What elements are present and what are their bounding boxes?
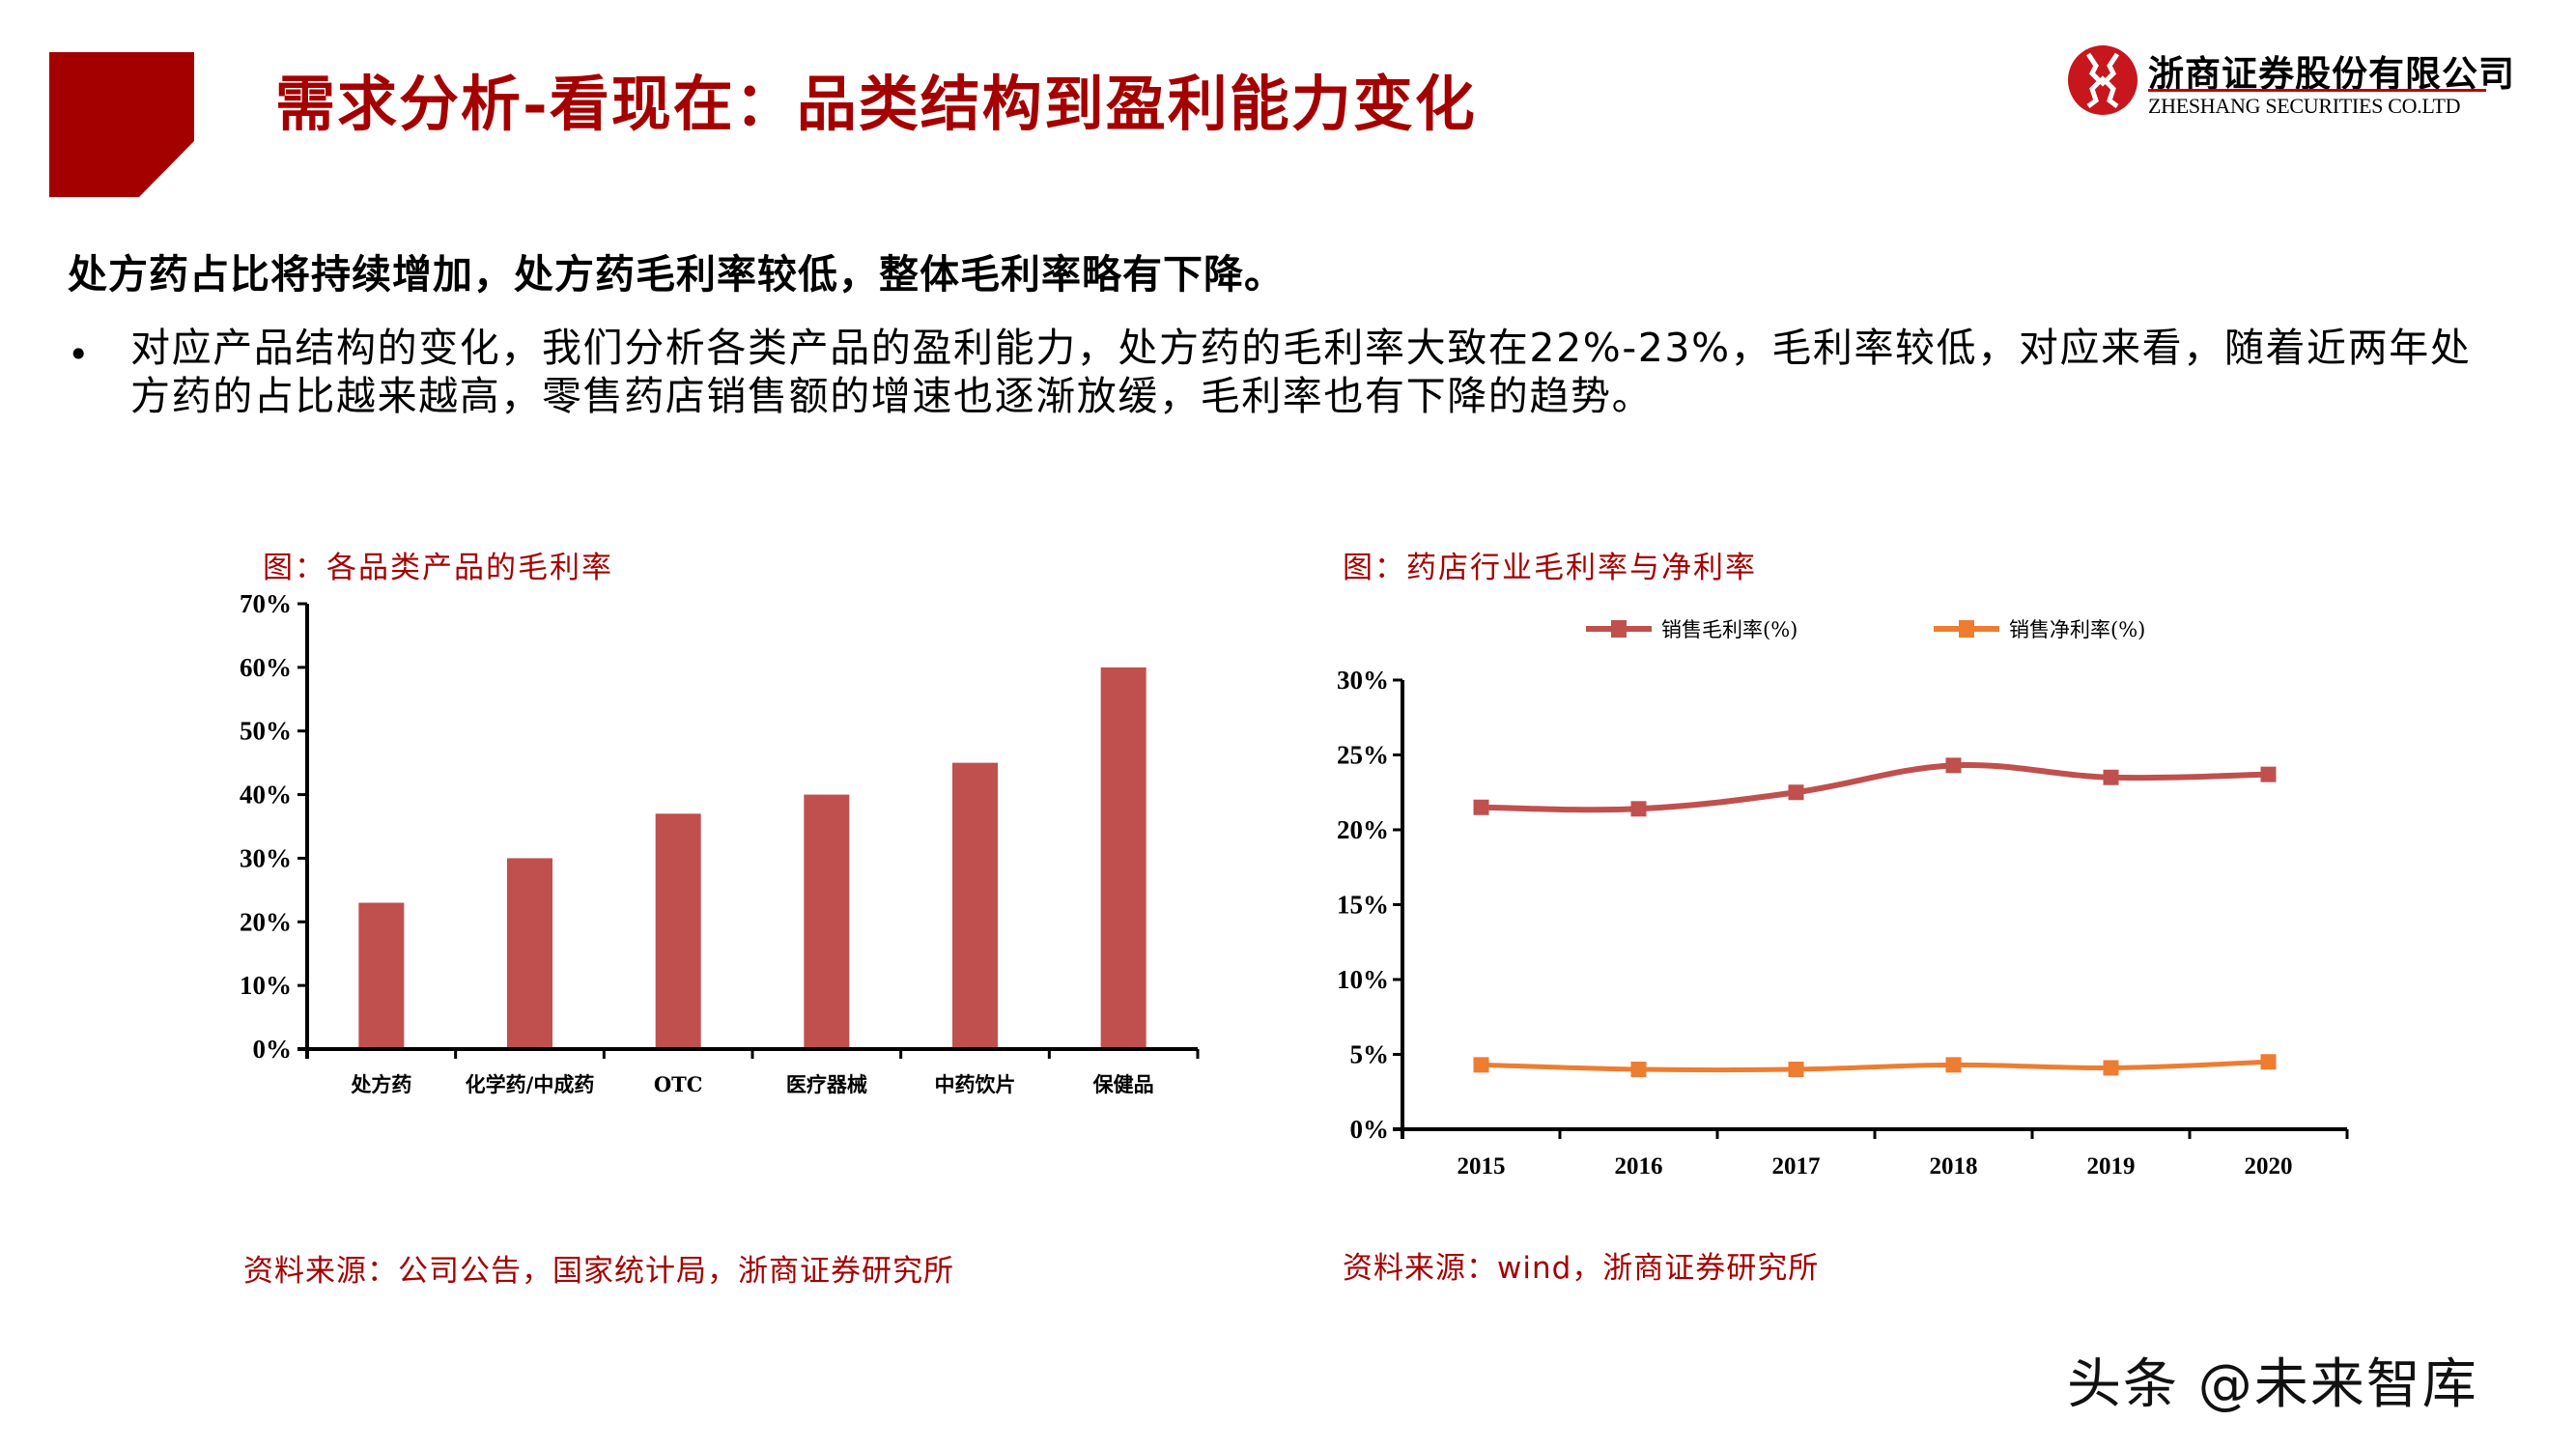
watermark: 头条 @未来智库: [2067, 1353, 2478, 1416]
data-point-marker: [2260, 766, 2277, 782]
y-tick-label: 0%: [1350, 1115, 1390, 1144]
data-point-marker: [1788, 784, 1804, 801]
data-point-marker: [1945, 757, 1962, 774]
logo-name-cn: 浙商证券股份有限公司: [2148, 52, 2515, 95]
legend-item-gross-margin: 销售毛利率(%): [1584, 612, 1932, 645]
bullet-marker: •: [68, 333, 90, 376]
y-tick-label: 5%: [1350, 1040, 1390, 1069]
line-chart-legend: 销售毛利率(%) 销售净利率(%): [1584, 612, 2260, 645]
bar: [507, 858, 552, 1047]
x-category-label: OTC: [654, 1072, 703, 1096]
x-tick-label: 2016: [1615, 1153, 1663, 1179]
bar: [952, 762, 998, 1047]
x-tick-label: 2015: [1458, 1153, 1506, 1179]
x-tick-label: 2017: [1772, 1153, 1821, 1179]
legend-label: 销售净利率(%): [2009, 618, 2146, 641]
data-point-marker: [1473, 1057, 1489, 1073]
logo-name-en: ZHESHANG SECURITIES CO.LTD: [2148, 94, 2461, 118]
left-chart-caption: 图：各品类产品的毛利率: [263, 551, 613, 585]
data-point-marker: [2260, 1054, 2277, 1070]
data-point-marker: [1630, 801, 1647, 817]
x-category-label: 化学药/中成药: [466, 1072, 595, 1096]
y-tick-label: 10%: [240, 971, 292, 1000]
bar-chart-gross-margin-by-category: 0% 10% 20% 30% 40% 50% 60% 70% 处方药 化学药/中成药 OTC 医疗器械…: [240, 589, 1200, 1096]
x-category-label: 中药饮片: [935, 1072, 1016, 1096]
line-chart-margins-2015-2020: 0% 5% 10% 15% 20% 25% 30% 2015 2016 2017 2018 2019 2…: [1337, 666, 2349, 1179]
right-chart-caption: 图：药店行业毛利率与净利率: [1343, 551, 1757, 585]
corner-decoration: [49, 52, 194, 197]
zheshang-emblem-icon: [2068, 45, 2137, 115]
y-tick-label: 30%: [1337, 666, 1389, 695]
y-tick-label: 0%: [253, 1035, 293, 1064]
legend-line-square-icon: [1586, 620, 1652, 638]
x-tick-label: 2020: [2245, 1153, 2293, 1179]
legend-line-square-icon: [1934, 620, 1999, 638]
company-logo: 浙商证券股份有限公司 ZHESHANG SECURITIES CO.LTD: [2067, 43, 2531, 120]
y-tick-label: 30%: [240, 843, 292, 872]
y-tick-label: 25%: [1337, 741, 1389, 770]
bar: [358, 902, 405, 1047]
x-tick-label: 2019: [2087, 1153, 2136, 1179]
y-tick-label: 20%: [240, 907, 292, 936]
data-point-marker: [2103, 1060, 2119, 1076]
left-chart-source: 资料来源：公司公告，国家统计局，浙商证券研究所: [243, 1254, 954, 1289]
bar: [804, 794, 850, 1047]
bar: [655, 813, 701, 1047]
data-point-marker: [1473, 799, 1489, 815]
bar: [1100, 667, 1146, 1047]
y-tick-label: 15%: [1337, 891, 1389, 920]
right-chart-source: 资料来源：wind，浙商证券研究所: [1343, 1251, 1820, 1286]
data-point-marker: [1788, 1062, 1804, 1077]
x-category-label: 保健品: [1092, 1072, 1154, 1096]
data-point-marker: [2103, 769, 2119, 785]
x-tick-label: 2018: [1930, 1153, 1978, 1179]
bullet-paragraph: 对应产品结构的变化，我们分析各类产品的盈利能力，处方药的毛利率大致在22%-23…: [130, 325, 2472, 419]
x-category-label: 医疗器械: [786, 1072, 867, 1096]
y-tick-label: 50%: [240, 717, 292, 746]
series-line: [1481, 1059, 2269, 1073]
y-tick-label: 60%: [240, 653, 292, 682]
logo-divider: [2148, 89, 2486, 92]
data-point-marker: [1945, 1057, 1962, 1073]
y-tick-label: 20%: [1337, 815, 1389, 844]
y-tick-label: 40%: [240, 781, 292, 810]
y-tick-label: 70%: [240, 589, 292, 618]
x-category-label: 处方药: [350, 1072, 411, 1096]
data-point-marker: [1630, 1062, 1647, 1077]
y-tick-label: 10%: [1337, 965, 1389, 994]
legend-label: 销售毛利率(%): [1661, 618, 1798, 641]
series-line: [1481, 761, 2269, 813]
headline: 处方药占比将持续增加，处方药毛利率较低，整体毛利率略有下降。: [68, 251, 1285, 298]
legend-item-net-margin: 销售净利率(%): [1932, 612, 2260, 645]
slide-title: 需求分析-看现在：品类结构到盈利能力变化: [275, 69, 1477, 139]
